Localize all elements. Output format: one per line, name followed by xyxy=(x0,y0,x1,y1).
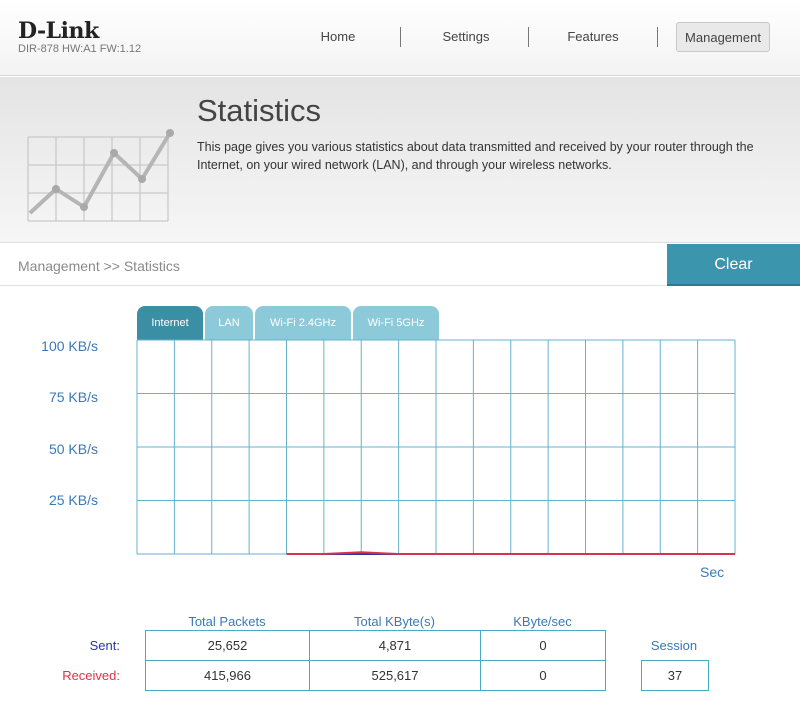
tab-wifi-24ghz[interactable]: Wi-Fi 2.4GHz xyxy=(255,306,351,340)
x-axis-unit: Sec xyxy=(700,564,725,580)
table-row: 415,966 525,617 0 xyxy=(145,660,606,691)
sent-total-kbytes: 4,871 xyxy=(309,630,481,661)
received-total-packets: 415,966 xyxy=(145,660,310,691)
series-line-received xyxy=(286,551,735,555)
column-header-total-kbytes: Total KByte(s) xyxy=(354,614,435,629)
top-header: D-Link DIR-878 HW:A1 FW:1.12 Home Settin… xyxy=(0,0,800,76)
tab-internet[interactable]: Internet xyxy=(137,306,203,340)
clear-button[interactable]: Clear xyxy=(667,244,800,286)
row-label-received: Received: xyxy=(62,668,120,683)
nav-settings[interactable]: Settings xyxy=(442,29,490,44)
tab-wifi-5ghz[interactable]: Wi-Fi 5GHz xyxy=(353,306,439,340)
statistics-graph-icon xyxy=(27,129,174,222)
nav-home[interactable]: Home xyxy=(320,29,356,44)
nav-features[interactable]: Features xyxy=(567,29,619,44)
received-total-kbytes: 525,617 xyxy=(309,660,481,691)
row-label-sent: Sent: xyxy=(89,638,120,653)
chart-series xyxy=(286,551,735,555)
table-row: 25,652 4,871 0 xyxy=(145,630,606,661)
page-banner: Statistics This page gives you various s… xyxy=(0,77,800,243)
session-value: 37 xyxy=(641,660,709,691)
received-kbyte-sec: 0 xyxy=(480,660,606,691)
breadcrumb: Management >> Statistics xyxy=(18,258,180,274)
tab-lan[interactable]: LAN xyxy=(205,306,253,340)
page-title: Statistics xyxy=(197,93,322,128)
session-label: Session xyxy=(650,638,698,653)
nav-management[interactable]: Management xyxy=(676,22,770,52)
y-tick-label: 50 KB/s xyxy=(48,441,98,457)
chart-grid xyxy=(136,339,736,555)
nav-separator xyxy=(657,27,658,47)
breadcrumb-bar: Management >> Statistics Clear xyxy=(0,244,800,286)
main-nav: Home Settings Features Management xyxy=(305,22,775,54)
statistics-table: 25,652 4,871 0 415,966 525,617 0 xyxy=(145,630,606,691)
column-header-kbyte-sec: KByte/sec xyxy=(513,614,572,629)
page-description: This page gives you various statistics a… xyxy=(197,140,754,172)
sent-kbyte-sec: 0 xyxy=(480,630,606,661)
nav-separator xyxy=(528,27,529,47)
traffic-chart xyxy=(136,339,736,555)
y-tick-label: 75 KB/s xyxy=(48,389,98,405)
dlink-logo[interactable]: D-Link xyxy=(18,18,99,44)
column-header-total-packets: Total Packets xyxy=(188,614,266,629)
y-tick-label: 100 KB/s xyxy=(41,338,98,354)
y-tick-label: 25 KB/s xyxy=(48,492,98,508)
device-model: DIR-878 HW:A1 FW:1.12 xyxy=(18,43,142,55)
sent-total-packets: 25,652 xyxy=(145,630,310,661)
nav-separator xyxy=(400,27,401,47)
